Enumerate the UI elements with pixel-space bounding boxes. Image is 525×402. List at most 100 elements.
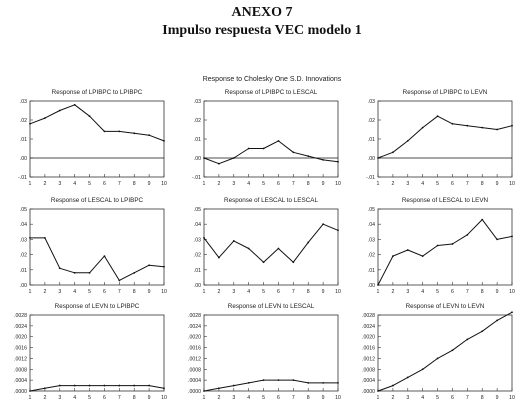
panel-title: Response of LPIBPC to LEVN	[403, 89, 488, 96]
y-tick-label: .04	[368, 222, 375, 228]
x-tick-label: 10	[509, 289, 515, 295]
response-point	[103, 130, 106, 133]
y-tick-label: .0004	[14, 378, 27, 384]
x-tick-label: 6	[277, 289, 280, 295]
response-point	[451, 243, 454, 245]
response-point	[148, 264, 151, 267]
y-tick-label: .02	[368, 118, 375, 124]
y-tick-label: .03	[368, 99, 375, 105]
response-point	[436, 115, 439, 118]
response-line	[30, 237, 165, 281]
x-tick-label: 9	[496, 395, 499, 401]
response-point	[391, 151, 394, 154]
x-tick-label: 7	[466, 289, 469, 295]
x-tick-label: 9	[148, 181, 151, 187]
x-tick-label: 10	[335, 289, 341, 295]
x-tick-label: 10	[161, 181, 167, 187]
response-point	[43, 387, 46, 390]
y-tick-label: .02	[20, 253, 27, 259]
x-tick-label: 2	[391, 395, 394, 401]
response-point	[292, 151, 295, 154]
y-tick-label: .0016	[14, 346, 27, 352]
plot-frame	[377, 314, 513, 392]
response-point	[217, 387, 220, 390]
response-point	[436, 357, 439, 360]
x-tick-label: 10	[335, 181, 341, 187]
response-point	[29, 390, 31, 392]
response-point	[451, 349, 454, 352]
y-tick-label: .0020	[188, 335, 201, 341]
x-tick-label: 1	[377, 395, 380, 401]
response-point	[43, 236, 46, 239]
response-point	[247, 247, 250, 250]
x-tick-label: 7	[292, 289, 295, 295]
y-tick-label: .00	[368, 283, 375, 289]
response-line	[203, 140, 339, 165]
response-point	[421, 368, 424, 371]
response-point	[73, 103, 76, 106]
response-line	[29, 104, 165, 142]
y-tick-label: .0016	[188, 346, 201, 352]
panel-title: Response of LESCAL to LPIBPC	[51, 197, 144, 204]
x-tick-label: 2	[217, 181, 220, 187]
y-tick-label: .00	[20, 283, 27, 289]
plot-frame	[29, 208, 165, 286]
y-tick-label: .0028	[188, 313, 201, 319]
x-tick-label: 8	[133, 289, 136, 295]
response-point	[391, 384, 394, 387]
plot-frame	[203, 100, 339, 178]
y-tick-label: .0000	[14, 389, 27, 395]
y-tick-label: .02	[368, 253, 375, 259]
y-tick-label: .0028	[14, 313, 27, 319]
x-tick-label: 6	[103, 181, 106, 187]
response-point	[203, 236, 205, 239]
x-tick-label: 5	[88, 289, 91, 295]
x-tick-label: 8	[307, 395, 310, 401]
x-tick-label: 8	[307, 289, 310, 295]
y-tick-label: .0004	[362, 378, 375, 384]
x-tick-label: 6	[451, 289, 454, 295]
x-tick-label: 9	[322, 181, 325, 187]
x-tick-label: 3	[406, 181, 409, 187]
x-tick-label: 8	[133, 181, 136, 187]
y-tick-label: .05	[194, 207, 201, 213]
x-tick-label: 2	[43, 289, 46, 295]
y-tick-label: .00	[20, 156, 27, 162]
response-point	[322, 159, 325, 161]
response-point	[43, 117, 46, 119]
response-point	[217, 256, 220, 259]
response-point	[466, 338, 469, 341]
x-tick-label: 5	[436, 289, 439, 295]
response-point	[277, 247, 280, 250]
y-tick-label: .0012	[14, 356, 27, 362]
response-point	[163, 387, 165, 390]
x-tick-label: 2	[391, 289, 394, 295]
y-tick-label: .04	[194, 222, 201, 228]
x-tick-label: 1	[203, 181, 206, 187]
y-tick-label: .0012	[188, 356, 201, 362]
response-point	[88, 271, 91, 274]
x-tick-label: 7	[292, 395, 295, 401]
response-point	[103, 384, 106, 387]
x-tick-label: 1	[29, 289, 32, 295]
x-tick-label: 7	[118, 395, 121, 401]
response-point	[118, 384, 121, 387]
plot-frame	[29, 100, 165, 178]
x-tick-label: 8	[133, 395, 136, 401]
response-point	[377, 390, 379, 392]
response-point	[481, 126, 484, 129]
y-tick-label: .01	[194, 137, 201, 143]
x-tick-label: 4	[421, 181, 424, 187]
response-point	[322, 381, 325, 384]
x-tick-label: 2	[43, 395, 46, 401]
x-tick-label: 6	[277, 395, 280, 401]
x-tick-label: 4	[73, 181, 76, 187]
y-tick-label: .0004	[188, 378, 201, 384]
impulse-response-panel: Response of LEVN to LPIBPC .0028 .0024 .002…	[14, 303, 167, 401]
x-tick-label: 6	[451, 395, 454, 401]
y-tick-label: .01	[368, 268, 375, 274]
x-tick-label: 8	[481, 181, 484, 187]
x-tick-label: 9	[322, 289, 325, 295]
y-tick-label: .0000	[188, 389, 201, 395]
x-tick-label: 6	[103, 395, 106, 401]
